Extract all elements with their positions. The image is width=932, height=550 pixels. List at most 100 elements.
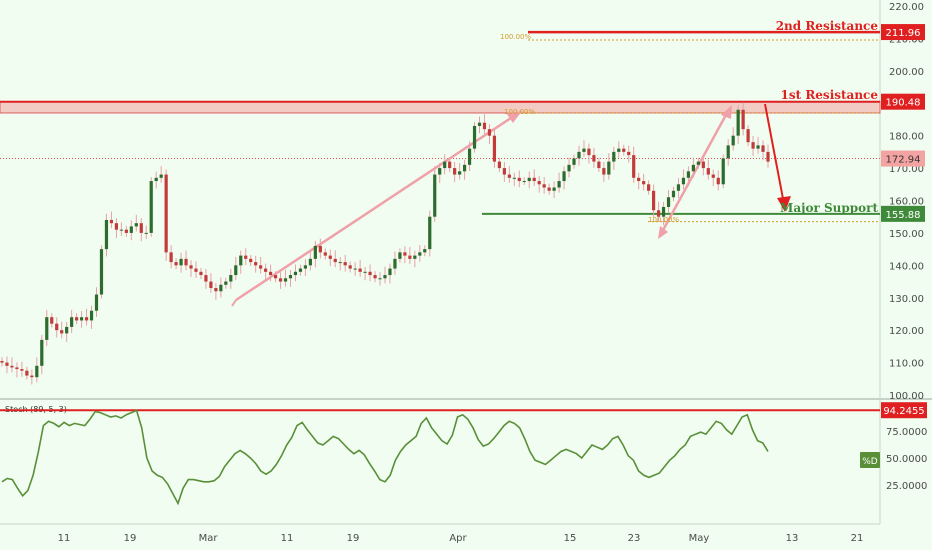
candle-body bbox=[298, 268, 303, 272]
candle-body bbox=[129, 226, 133, 233]
candle-body bbox=[527, 177, 531, 182]
candle-body bbox=[617, 148, 621, 152]
candle-body bbox=[467, 148, 472, 165]
candle-body bbox=[438, 168, 442, 175]
current-price-tag: 172.94 bbox=[881, 150, 925, 167]
price-tick-label: 200.00 bbox=[889, 67, 924, 78]
candle-body bbox=[736, 109, 740, 136]
candle-body bbox=[656, 210, 661, 217]
time-tick-label: 19 bbox=[347, 533, 360, 544]
candle-body bbox=[35, 365, 39, 378]
first-resistance-label: 1st Resistance bbox=[781, 88, 879, 102]
candle-body bbox=[462, 164, 467, 172]
candles bbox=[0, 102, 770, 385]
candle-body bbox=[55, 323, 59, 331]
candle-body bbox=[418, 252, 422, 256]
candle-body bbox=[696, 161, 700, 165]
candle-body bbox=[572, 158, 576, 165]
candle-body bbox=[711, 174, 715, 178]
stochastic-axis: 75.0000 50.0000 25.0000 bbox=[886, 427, 927, 492]
second-resistance-tag: 211.96 bbox=[881, 24, 925, 41]
candle-body bbox=[532, 177, 536, 182]
svg-text:%D: %D bbox=[862, 457, 878, 467]
candle-body bbox=[453, 168, 457, 175]
down-arrow-2-head bbox=[658, 226, 668, 239]
candle-body bbox=[328, 255, 332, 259]
candle-body bbox=[333, 258, 337, 263]
candle-body bbox=[373, 275, 377, 279]
candle-body bbox=[602, 168, 606, 175]
candle-body bbox=[706, 168, 710, 175]
candle-body bbox=[592, 155, 596, 162]
second-resistance-label: 2nd Resistance bbox=[776, 19, 879, 33]
price-tick-label: 140.00 bbox=[889, 261, 924, 272]
candle-body bbox=[731, 135, 735, 146]
candle-body bbox=[502, 168, 506, 175]
resistance-zone bbox=[0, 101, 881, 114]
candle-body bbox=[154, 177, 158, 182]
candle-body bbox=[716, 177, 720, 185]
time-tick-label: 21 bbox=[851, 533, 864, 544]
candle-body bbox=[666, 197, 671, 207]
time-tick-label: 19 bbox=[124, 533, 137, 544]
candle-body bbox=[627, 151, 631, 156]
candle-body bbox=[482, 122, 487, 130]
candle-body bbox=[40, 339, 44, 366]
candle-body bbox=[537, 181, 541, 185]
candle-body bbox=[661, 206, 666, 217]
candle-body bbox=[65, 326, 69, 334]
candle-body bbox=[139, 223, 143, 233]
candle-body bbox=[75, 317, 79, 321]
svg-text:211.96: 211.96 bbox=[886, 28, 921, 39]
candle-body bbox=[254, 262, 258, 266]
candle-body bbox=[308, 258, 312, 266]
major-support-tag: 155.88 bbox=[881, 205, 925, 222]
candle-body bbox=[721, 158, 725, 185]
candle-body bbox=[199, 271, 203, 276]
candle-body bbox=[433, 174, 437, 217]
candle-body bbox=[428, 216, 432, 250]
candle-body bbox=[751, 142, 755, 149]
candle-body bbox=[164, 174, 168, 253]
candle-body bbox=[647, 184, 651, 191]
candle-body bbox=[443, 161, 447, 169]
time-tick-label: 11 bbox=[58, 533, 71, 544]
candle-body bbox=[681, 177, 686, 185]
fib-label-first-resistance: 100.00% bbox=[504, 108, 535, 116]
candle-body bbox=[507, 174, 511, 178]
candle-body bbox=[30, 375, 34, 378]
time-tick-label: 15 bbox=[564, 533, 577, 544]
candle-body bbox=[612, 151, 616, 162]
candle-body bbox=[393, 258, 397, 269]
candle-body bbox=[383, 275, 387, 279]
candle-body bbox=[582, 148, 586, 152]
candle-body bbox=[104, 219, 109, 250]
candle-body bbox=[70, 317, 74, 327]
candle-body bbox=[492, 135, 497, 162]
stochastic-level-tag: 94.2455 bbox=[881, 402, 927, 419]
bearish-arrow bbox=[764, 103, 785, 205]
time-tick-label: May bbox=[689, 533, 710, 544]
candle-body bbox=[637, 177, 641, 182]
candle-body bbox=[174, 262, 178, 266]
candle-body bbox=[403, 252, 407, 256]
candle-body bbox=[189, 265, 193, 269]
candle-body bbox=[239, 255, 243, 266]
candle-body bbox=[20, 369, 24, 371]
candle-body bbox=[119, 229, 123, 231]
stochastic-series-badge: %D bbox=[860, 452, 880, 468]
candle-body bbox=[184, 258, 188, 266]
candle-body bbox=[84, 317, 89, 321]
candle-body bbox=[701, 161, 705, 169]
candle-body bbox=[60, 330, 64, 334]
candle-body bbox=[398, 252, 402, 259]
candle-body bbox=[497, 161, 502, 169]
time-axis: 11 19 Mar 11 19 Apr 15 23 May 13 21 bbox=[58, 533, 864, 544]
candle-body bbox=[323, 252, 327, 256]
candle-body bbox=[124, 229, 128, 233]
candle-body bbox=[676, 184, 681, 191]
svg-text:190.48: 190.48 bbox=[886, 98, 921, 109]
candle-body bbox=[761, 145, 765, 152]
candle-body bbox=[15, 367, 19, 370]
